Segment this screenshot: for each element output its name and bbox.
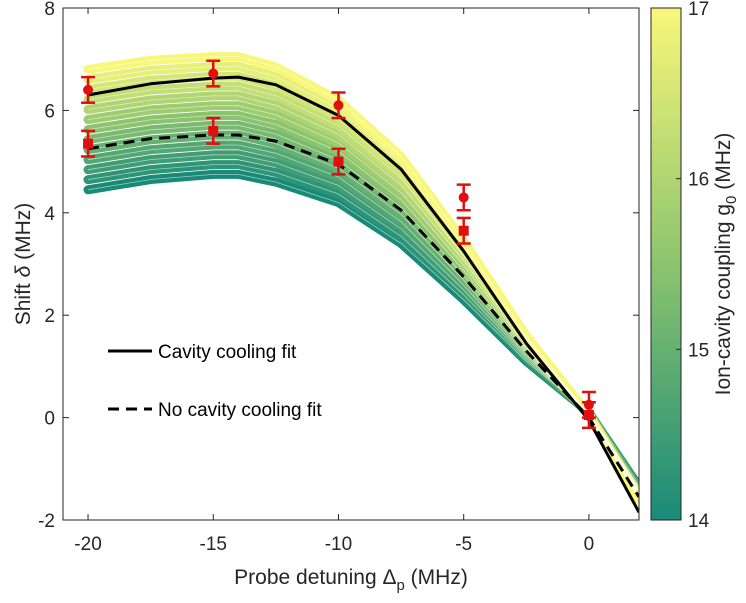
legend-label-cavity-cooling-fit: Cavity cooling fit bbox=[158, 342, 297, 363]
y-tick-label-1: 0 bbox=[44, 409, 55, 430]
y-tick-label-2: 2 bbox=[44, 306, 55, 327]
x-tick-label-2: -10 bbox=[325, 534, 352, 555]
x-tick-label-0: -20 bbox=[74, 534, 101, 555]
legend-label-no-cavity-cooling-fit: No cavity cooling fit bbox=[158, 400, 322, 421]
x-tick-label-1: -15 bbox=[200, 534, 227, 555]
circle-point-2 bbox=[333, 100, 344, 111]
square-point-4 bbox=[583, 410, 594, 421]
colorbar-tick-label-0: 14 bbox=[688, 511, 710, 532]
y-tick-label-5: 8 bbox=[44, 0, 55, 20]
circle-point-0 bbox=[83, 84, 94, 95]
y-tick-label-3: 4 bbox=[44, 204, 55, 225]
colorbar-tick-label-3: 17 bbox=[688, 0, 709, 20]
colorbar-tick-label-2: 16 bbox=[688, 170, 709, 191]
model-curve-edge-g0-14.25 bbox=[87, 164, 639, 489]
circle-point-1 bbox=[208, 68, 219, 79]
colorbar: 14 15 16 17 Ion-cavity coupling g0 (MHz) bbox=[650, 0, 740, 532]
plot-frame bbox=[62, 7, 640, 521]
y-tick-label-4: 6 bbox=[44, 101, 55, 122]
x-tick-label-4: 0 bbox=[584, 534, 595, 555]
x-tick-label-3: -5 bbox=[455, 534, 472, 555]
square-point-2 bbox=[333, 156, 344, 167]
square-point-0 bbox=[83, 138, 94, 149]
measurement-points bbox=[81, 59, 596, 430]
colorbar-gradient bbox=[650, 7, 682, 521]
model-curve-edge-g0-14.75 bbox=[87, 144, 639, 491]
model-curve-edge-g0-16.25 bbox=[87, 85, 639, 497]
square-point-3 bbox=[458, 225, 469, 236]
x-axis-label: Probe detuning Δp (MHz) bbox=[234, 566, 468, 594]
square-point-1 bbox=[208, 125, 219, 136]
y-tick-label-0: -2 bbox=[38, 511, 55, 532]
colorbar-ticks: 14 15 16 17 bbox=[676, 0, 710, 532]
circle-point-3 bbox=[458, 192, 469, 203]
colorbar-tick-label-1: 15 bbox=[688, 340, 709, 361]
colorbar-label: Ion-cavity coupling g0 (MHz) bbox=[712, 133, 740, 396]
model-curve-edge-g0-14.5 bbox=[87, 154, 639, 490]
y-axis-label: Shift δ (MHz) bbox=[12, 203, 35, 326]
model-curve-edge-g0-14 bbox=[87, 174, 639, 487]
legend: Cavity cooling fit No cavity cooling fit bbox=[108, 342, 322, 421]
